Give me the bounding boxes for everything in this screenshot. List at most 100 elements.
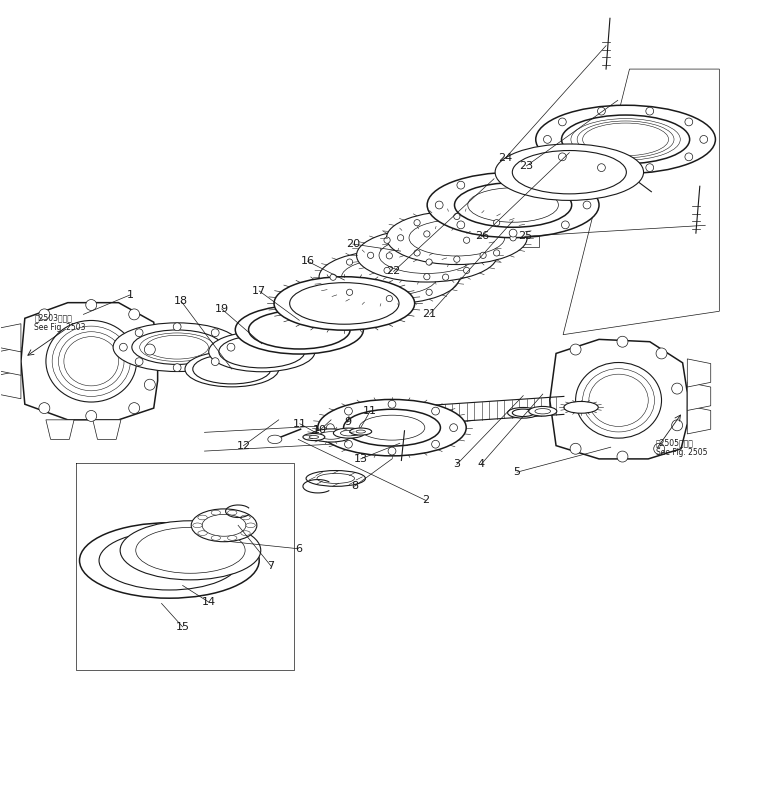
Text: 12: 12 (237, 440, 251, 451)
Circle shape (457, 221, 465, 228)
Circle shape (388, 400, 396, 408)
Ellipse shape (146, 335, 209, 359)
Polygon shape (477, 177, 539, 246)
Text: 11: 11 (292, 418, 307, 429)
Circle shape (388, 447, 396, 455)
Circle shape (368, 252, 374, 258)
Polygon shape (0, 323, 21, 352)
Ellipse shape (356, 430, 365, 433)
Polygon shape (688, 359, 711, 387)
Circle shape (129, 403, 140, 414)
Text: See Fig. 2505: See Fig. 2505 (656, 447, 707, 457)
Ellipse shape (193, 354, 271, 384)
Ellipse shape (235, 305, 364, 354)
Text: 16: 16 (300, 256, 314, 266)
Ellipse shape (193, 523, 202, 528)
Circle shape (39, 403, 50, 414)
Circle shape (558, 153, 566, 161)
Circle shape (672, 420, 683, 431)
Ellipse shape (198, 515, 207, 520)
Text: 1: 1 (127, 290, 134, 300)
Ellipse shape (571, 119, 681, 160)
Ellipse shape (528, 407, 557, 416)
Polygon shape (550, 339, 688, 459)
Circle shape (397, 235, 404, 241)
Circle shape (85, 300, 96, 311)
Ellipse shape (343, 409, 441, 446)
Circle shape (414, 220, 420, 226)
Ellipse shape (357, 228, 497, 282)
Circle shape (387, 295, 393, 301)
Ellipse shape (507, 407, 539, 418)
Ellipse shape (113, 323, 241, 371)
Text: 第2503図参照: 第2503図参照 (34, 313, 72, 322)
Circle shape (463, 237, 470, 243)
Ellipse shape (274, 277, 415, 330)
Text: 5: 5 (514, 467, 521, 477)
Ellipse shape (289, 283, 399, 324)
Circle shape (135, 329, 143, 337)
Circle shape (426, 259, 432, 265)
Circle shape (454, 256, 460, 262)
Circle shape (509, 173, 517, 181)
Ellipse shape (309, 436, 318, 439)
Ellipse shape (306, 470, 365, 487)
Circle shape (583, 201, 591, 209)
Ellipse shape (99, 531, 240, 590)
Circle shape (432, 440, 440, 448)
Text: 25: 25 (517, 232, 532, 241)
Circle shape (442, 274, 448, 280)
Circle shape (561, 221, 569, 228)
Polygon shape (21, 303, 158, 420)
Circle shape (39, 309, 50, 319)
Ellipse shape (219, 335, 305, 368)
Text: 22: 22 (387, 266, 401, 276)
Ellipse shape (241, 515, 250, 520)
Ellipse shape (246, 523, 256, 528)
Text: 18: 18 (174, 296, 188, 306)
Circle shape (570, 444, 581, 455)
Circle shape (344, 440, 352, 448)
Circle shape (85, 411, 96, 422)
Ellipse shape (227, 535, 237, 540)
Ellipse shape (583, 123, 669, 155)
Text: 9: 9 (344, 417, 351, 427)
Ellipse shape (136, 528, 245, 573)
Ellipse shape (318, 400, 466, 456)
Circle shape (344, 407, 352, 415)
Circle shape (347, 259, 353, 265)
Ellipse shape (561, 115, 690, 164)
Text: 21: 21 (423, 309, 437, 319)
Ellipse shape (227, 510, 237, 515)
Polygon shape (0, 371, 21, 399)
Circle shape (700, 136, 708, 144)
Ellipse shape (249, 310, 350, 349)
Ellipse shape (495, 144, 644, 200)
Circle shape (423, 231, 430, 237)
Text: 15: 15 (176, 622, 190, 632)
Text: 13: 13 (354, 454, 368, 464)
Circle shape (384, 268, 390, 273)
Text: 11: 11 (363, 407, 377, 416)
Ellipse shape (535, 105, 716, 173)
Text: 3: 3 (453, 459, 460, 469)
Circle shape (685, 153, 693, 161)
Circle shape (543, 136, 551, 144)
Ellipse shape (191, 509, 257, 542)
Ellipse shape (53, 326, 130, 396)
Text: 20: 20 (346, 239, 360, 249)
Ellipse shape (211, 535, 220, 540)
Ellipse shape (342, 259, 437, 295)
Text: 23: 23 (519, 161, 533, 171)
Circle shape (144, 379, 155, 390)
Text: 7: 7 (267, 561, 274, 571)
Ellipse shape (120, 520, 261, 580)
Circle shape (212, 329, 219, 337)
Ellipse shape (211, 510, 220, 515)
Ellipse shape (333, 428, 365, 438)
Circle shape (480, 252, 486, 258)
Ellipse shape (379, 237, 474, 273)
Text: 10: 10 (313, 425, 327, 435)
Ellipse shape (512, 409, 534, 417)
Ellipse shape (319, 250, 459, 304)
